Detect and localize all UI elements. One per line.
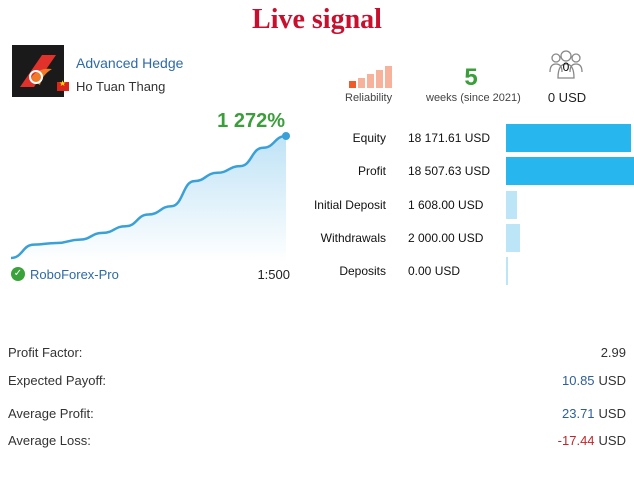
metric-unit: USD: [598, 406, 626, 421]
metric-number: 23.71: [562, 406, 595, 421]
stat-value: 0.00 USD: [408, 264, 461, 278]
metric-label: Profit Factor:: [8, 345, 83, 360]
weeks-count: 5: [464, 64, 478, 91]
growth-percent: 1 272%: [217, 110, 285, 132]
stat-value: 2 000.00 USD: [408, 231, 484, 245]
signal-logo-icon[interactable]: [12, 45, 64, 97]
stat-label: Initial Deposit: [313, 198, 386, 212]
metric-profit-factor: Profit Factor: 2.99: [0, 345, 634, 365]
stat-bar: [506, 124, 631, 152]
metric-label: Expected Payoff:: [8, 373, 107, 388]
growth-line: [10, 134, 287, 260]
reliability-bar: [376, 70, 383, 88]
metric-number: 10.85: [562, 373, 595, 388]
growth-endpoint: [282, 132, 290, 140]
stat-bar: [506, 257, 508, 285]
page-title: Live signal: [252, 4, 382, 35]
stat-value: 18 507.63 USD: [408, 164, 491, 178]
stat-row-profit: Profit 18 507.63 USD: [300, 157, 634, 187]
broker-link[interactable]: RoboForex-Pro: [30, 267, 119, 282]
signal-name-link[interactable]: Advanced Hedge: [76, 55, 184, 71]
reliability-bars: [349, 66, 394, 88]
metric-average-profit: Average Profit: 23.71 USD: [0, 406, 634, 426]
metric-value: 2.99: [601, 345, 626, 360]
stat-row-deposits: Deposits 0.00 USD: [300, 257, 634, 287]
stat-bar: [506, 157, 634, 185]
growth-area: [11, 136, 286, 262]
metric-number: -17.44: [557, 433, 595, 448]
stat-bar: [506, 224, 520, 252]
growth-chart[interactable]: [8, 128, 292, 262]
subscription-price: 0 USD: [547, 90, 587, 105]
reliability-label: Reliability: [345, 92, 393, 104]
author-name[interactable]: Ho Tuan Thang: [76, 79, 166, 94]
metric-label: Average Loss:: [8, 433, 91, 448]
stat-row-initial-deposit: Initial Deposit 1 608.00 USD: [300, 191, 634, 221]
metric-label: Average Profit:: [8, 406, 94, 421]
weeks-label: weeks (since 2021): [426, 92, 521, 104]
metric-value: 10.85 USD: [562, 373, 626, 388]
reliability-bar: [367, 74, 374, 88]
stat-value: 18 171.61 USD: [408, 131, 491, 145]
stat-row-withdrawals: Withdrawals 2 000.00 USD: [300, 224, 634, 254]
metric-unit: USD: [598, 373, 626, 388]
stat-label: Profit: [357, 164, 386, 178]
stat-label: Deposits: [339, 264, 386, 278]
stat-label: Withdrawals: [320, 231, 386, 245]
leverage: 1:500: [257, 267, 290, 282]
metric-expected-payoff: Expected Payoff: 10.85 USD: [0, 373, 634, 393]
metric-number: 2.99: [600, 345, 626, 360]
subscribers-count: 0: [562, 60, 570, 74]
reliability-bar: [349, 81, 356, 88]
stat-label: Equity: [352, 131, 386, 145]
stat-row-equity: Equity 18 171.61 USD: [300, 124, 634, 154]
metric-value: -17.44 USD: [558, 433, 626, 448]
reliability-bar: [385, 66, 392, 88]
stat-value: 1 608.00 USD: [408, 198, 484, 212]
metric-average-loss: Average Loss: -17.44 USD: [0, 433, 634, 453]
metric-value: 23.71 USD: [562, 406, 626, 421]
stat-bar: [506, 191, 517, 219]
vietnam-flag-icon: [57, 79, 69, 91]
metric-unit: USD: [598, 433, 626, 448]
verified-check-icon: ✓: [11, 267, 25, 281]
reliability-bar: [358, 78, 365, 88]
subscribers-icon: [548, 50, 584, 82]
